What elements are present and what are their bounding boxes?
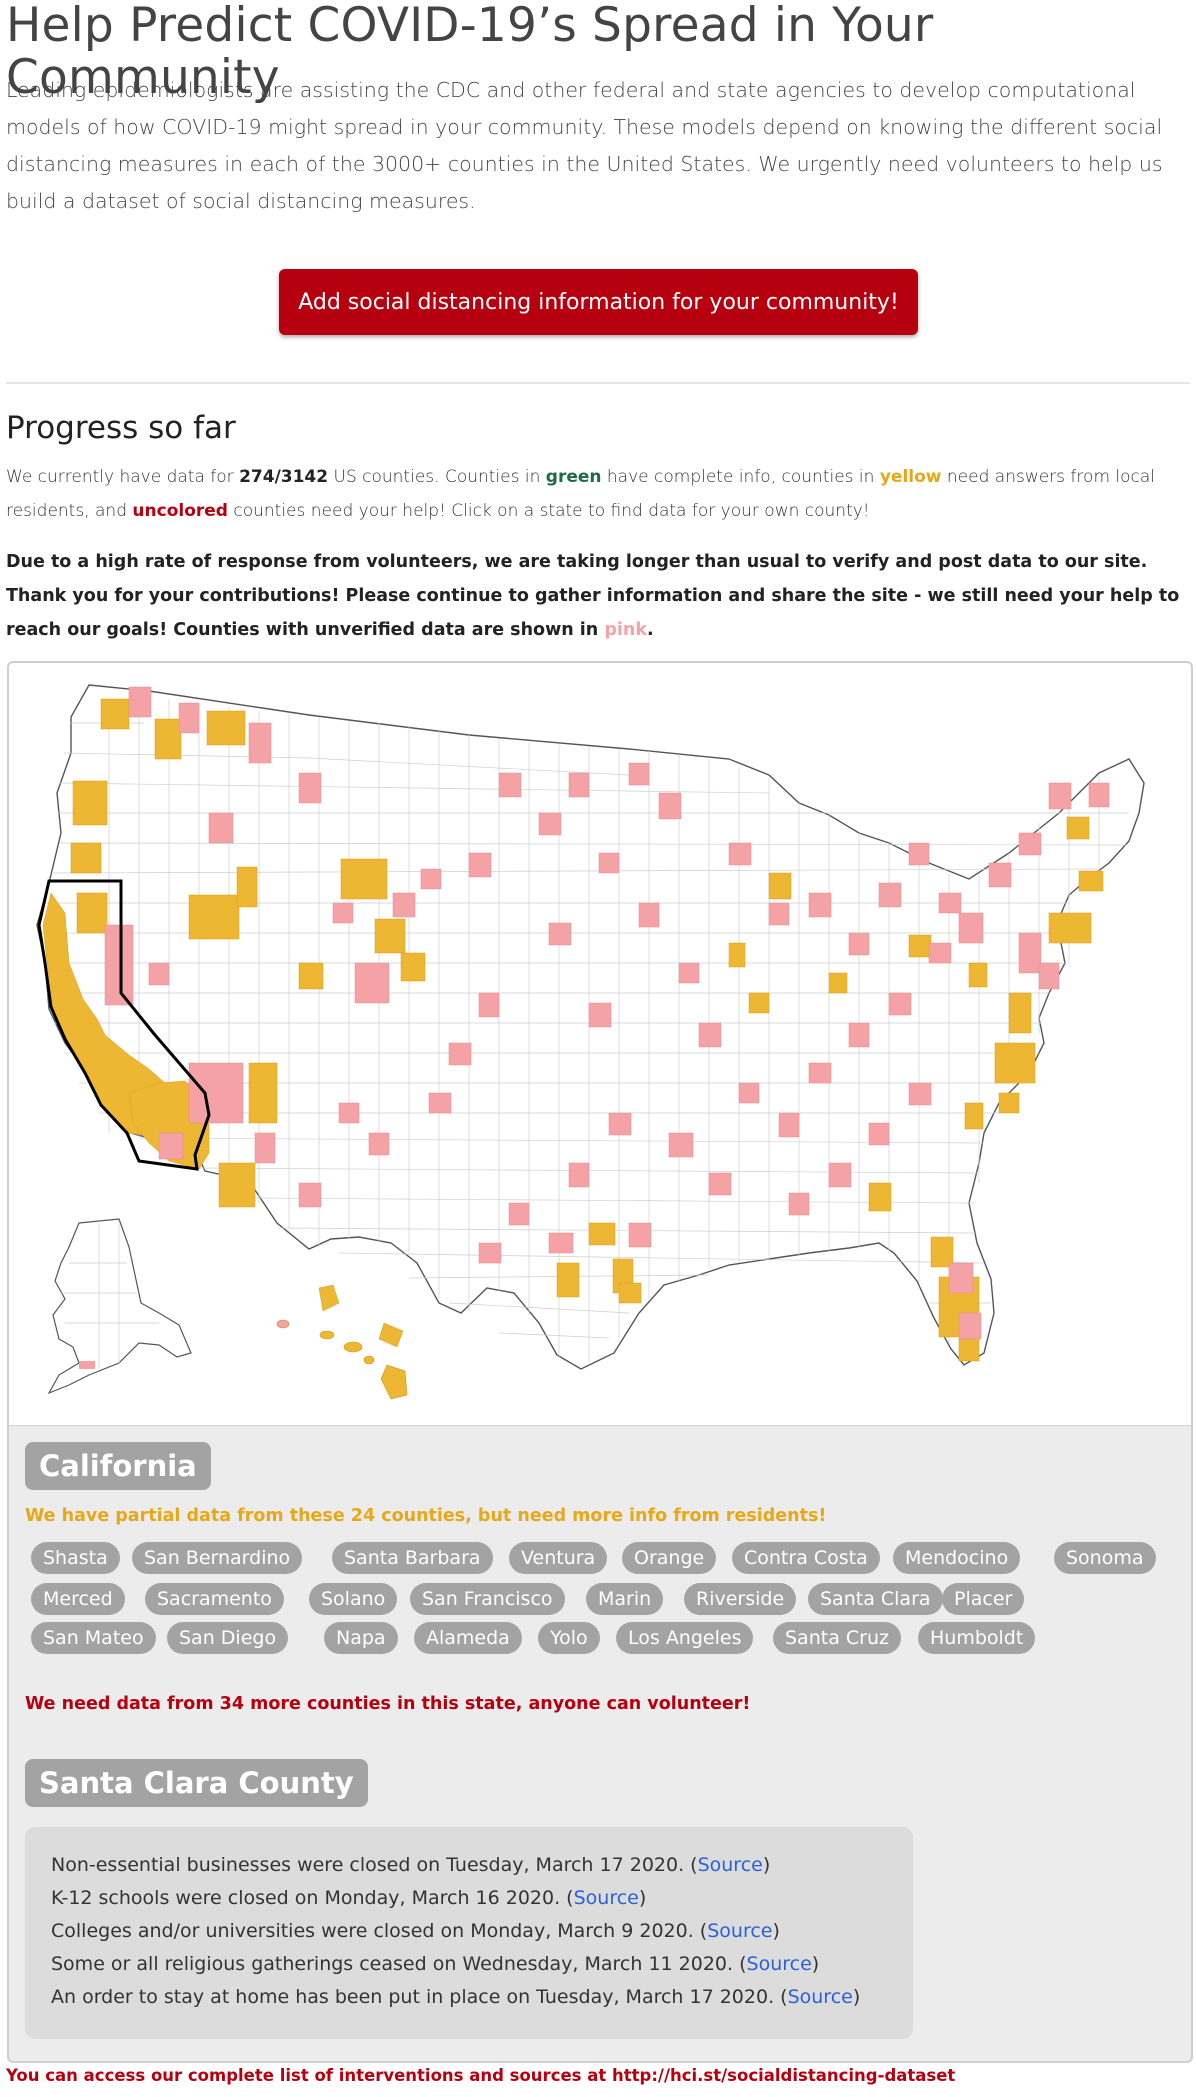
county-chip[interactable]: Santa Cruz	[773, 1622, 901, 1654]
source-link[interactable]: Source	[707, 1920, 773, 1942]
fact-end: )	[811, 1953, 820, 1975]
county-chip[interactable]: Merced	[31, 1583, 125, 1615]
summary-text: counties need your help! Click on a stat…	[227, 501, 870, 521]
county-facts-box: Non-essential businesses were closed on …	[25, 1827, 913, 2039]
source-link[interactable]: Source	[573, 1887, 639, 1909]
fact-end: )	[762, 1854, 771, 1876]
fact-text: Colleges and/or universities were closed…	[51, 1920, 708, 1942]
county-chip[interactable]: San Mateo	[31, 1622, 156, 1654]
fact-item: Colleges and/or universities were closed…	[51, 1915, 913, 1948]
source-link[interactable]: Source	[697, 1854, 763, 1876]
source-link[interactable]: Source	[787, 1986, 853, 2008]
county-chip[interactable]: Santa Clara	[808, 1583, 943, 1615]
intro-text: Leading epidemiologists are assisting th…	[6, 78, 1163, 213]
county-chip[interactable]: Sacramento	[145, 1583, 284, 1615]
county-chip[interactable]: Shasta	[31, 1542, 120, 1574]
fact-end: )	[638, 1887, 647, 1909]
county-chip[interactable]: Contra Costa	[732, 1542, 880, 1574]
county-count: 274/3142	[239, 467, 329, 487]
county-chip[interactable]: Marin	[586, 1583, 664, 1615]
county-chip[interactable]: Alameda	[414, 1622, 522, 1654]
alaska[interactable]	[47, 1218, 192, 1395]
pink-label: pink	[604, 620, 647, 640]
summary-text: have complete info, counties in	[601, 467, 880, 487]
divider	[6, 382, 1190, 384]
source-link[interactable]: Source	[746, 1953, 812, 1975]
notice-text: Due to a high rate of response from volu…	[6, 552, 1180, 640]
need-data-label: We need data from 34 more counties in th…	[25, 1694, 751, 1714]
summary-text: We currently have data for	[6, 467, 240, 487]
fact-end: )	[852, 1986, 861, 2008]
green-label: green	[545, 467, 602, 487]
fact-end: )	[772, 1920, 780, 1942]
us-map-svg[interactable]	[9, 663, 1191, 1425]
county-facts-list: Non-essential businesses were closed on …	[25, 1827, 913, 2014]
hawaii[interactable]	[276, 1319, 408, 1400]
county-chip[interactable]: Santa Barbara	[332, 1542, 493, 1574]
progress-summary: We currently have data for 274/3142 US c…	[6, 460, 1190, 528]
county-chip[interactable]: Ventura	[509, 1542, 608, 1574]
county-title: Santa Clara County	[25, 1759, 368, 1807]
uncolored-label: uncolored	[132, 501, 228, 521]
fact-text: An order to stay at home has been put in…	[51, 1986, 788, 2008]
notice-end: .	[646, 620, 654, 640]
summary-text: need answers from local residents, and	[6, 467, 1156, 521]
county-chip[interactable]: Solano	[309, 1583, 398, 1615]
county-chip[interactable]: Los Angeles	[616, 1622, 754, 1654]
add-info-button[interactable]: Add social distancing information for yo…	[279, 269, 918, 335]
state-title: California	[25, 1442, 211, 1490]
fact-item: An order to stay at home has been put in…	[51, 1981, 913, 2014]
dataset-footer: You can access our complete list of inte…	[6, 2066, 956, 2085]
progress-heading: Progress so far	[6, 410, 236, 446]
county-chip[interactable]: Napa	[324, 1622, 398, 1654]
map-panel: California We have partial data from the…	[7, 661, 1193, 2063]
county-chip[interactable]: Riverside	[684, 1583, 797, 1615]
fact-item: Some or all religious gatherings ceased …	[51, 1948, 913, 1981]
county-chip[interactable]: Placer	[942, 1583, 1025, 1615]
yellow-label: yellow	[879, 467, 942, 487]
county-chip[interactable]: Humboldt	[918, 1622, 1036, 1654]
fact-item: K-12 schools were closed on Monday, Marc…	[51, 1882, 913, 1915]
county-chip[interactable]: Orange	[622, 1542, 717, 1574]
county-chip[interactable]: Sonoma	[1054, 1542, 1156, 1574]
summary-text: US counties. Counties in	[328, 467, 546, 487]
fact-text: Non-essential businesses were closed on …	[51, 1854, 698, 1876]
unverified-counties[interactable]	[104, 686, 1110, 1340]
fact-item: Non-essential businesses were closed on …	[51, 1849, 913, 1882]
us-county-map[interactable]	[9, 663, 1191, 1426]
page-title: Help Predict COVID-19’s Spread in Your C…	[6, 0, 934, 105]
county-chip[interactable]: San Francisco	[410, 1583, 565, 1615]
california-outline[interactable]	[37, 879, 211, 1171]
fact-text: Some or all religious gatherings ceased …	[51, 1953, 747, 1975]
county-chip[interactable]: Yolo	[538, 1622, 600, 1654]
delay-notice: Due to a high rate of response from volu…	[6, 545, 1190, 647]
county-chip[interactable]: Mendocino	[893, 1542, 1021, 1574]
county-chip[interactable]: San Diego	[167, 1622, 289, 1654]
partial-data-label: We have partial data from these 24 count…	[25, 1506, 827, 1526]
county-chip[interactable]: San Bernardino	[132, 1542, 303, 1574]
fact-text: K-12 schools were closed on Monday, Marc…	[51, 1887, 574, 1909]
